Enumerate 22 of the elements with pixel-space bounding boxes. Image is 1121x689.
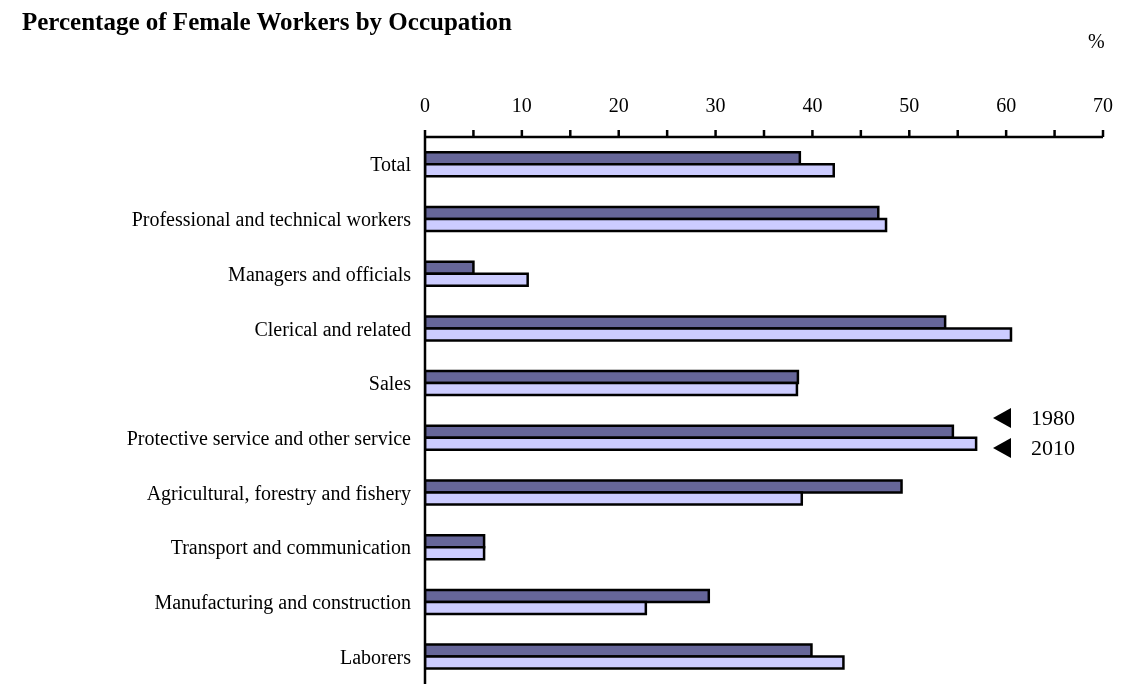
text: 1980 — [1031, 405, 1075, 431]
x-tick-label: 60 — [996, 94, 1017, 116]
y-tick-label: Protective service and other service — [126, 426, 412, 449]
y-tick-label: Transport and communication — [170, 536, 411, 560]
y-tick-label: Sales — [368, 372, 412, 395]
y-tick-label: Agricultural, forestry and fishery — [146, 481, 411, 505]
text: 2010 — [1031, 435, 1075, 461]
y-tick-label: Professional and technical workers — [131, 208, 412, 231]
chart-title: Percentage of Female Workers by Occupation — [22, 8, 512, 36]
x-tick-label: 10 — [511, 94, 532, 116]
x-tick-label: 0 — [420, 94, 430, 116]
y-tick-label: Managers and officials — [228, 262, 412, 286]
x-tick-label: 20 — [608, 94, 629, 116]
x-tick-label: 70 — [1093, 94, 1113, 116]
y-tick-label: Total — [370, 153, 412, 176]
y-tick-label: Clerical and related — [254, 317, 411, 340]
y-tick-label: Laborers — [339, 645, 412, 668]
x-tick-label: 30 — [705, 94, 726, 116]
x-tick-label: 50 — [899, 94, 920, 116]
x-tick-label: 40 — [802, 94, 823, 116]
x-axis-title: % — [1088, 30, 1105, 53]
y-tick-label: Manufacturing and construction — [154, 591, 411, 615]
